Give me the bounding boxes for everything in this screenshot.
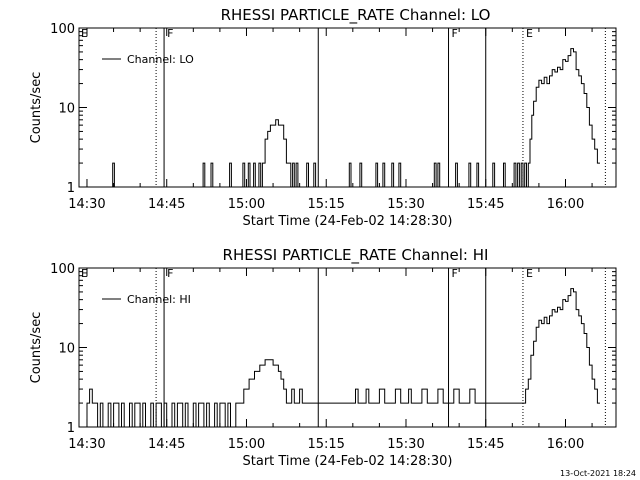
x-tick-label: 15:30	[387, 197, 424, 212]
y-axis-label: Counts/sec	[29, 312, 44, 384]
y-tick-label: 10	[58, 102, 75, 117]
event-marker-label: E	[526, 27, 533, 40]
legend-entry: Channel: LO	[127, 53, 194, 66]
chart-title: RHESSI PARTICLE_RATE Channel: HI	[223, 246, 489, 265]
x-axis-label: Start Time (24-Feb-02 14:28:30)	[243, 214, 453, 229]
x-tick-label: 15:15	[307, 437, 344, 452]
event-marker-label: F	[452, 27, 458, 40]
x-tick-label: 16:00	[547, 197, 584, 212]
event-marker-label: F	[452, 267, 458, 280]
y-tick-label: 1	[67, 181, 75, 196]
event-marker-label: E	[526, 267, 533, 280]
x-tick-label: 16:00	[547, 437, 584, 452]
series-line-1	[79, 288, 600, 428]
x-tick-label: 14:30	[68, 437, 105, 452]
chart-panel-1: RHESSI PARTICLE_RATE Channel: LO 1 10 100 14…	[29, 6, 617, 229]
x-tick-label: 14:30	[68, 197, 105, 212]
y-tick-label: 1	[67, 421, 75, 436]
y-tick-label: 100	[50, 262, 75, 277]
x-tick-label: 14:45	[148, 197, 185, 212]
y-tick-label: 100	[50, 22, 75, 37]
x-tick-label: 15:00	[228, 197, 265, 212]
legend-entry: Channel: HI	[127, 293, 191, 306]
x-tick-label: 15:15	[307, 197, 344, 212]
event-marker-label: E	[81, 27, 88, 40]
y-axis-label: Counts/sec	[29, 72, 44, 144]
x-tick-label: 15:00	[228, 437, 265, 452]
x-tick-label: 15:30	[387, 437, 424, 452]
plot-frame	[78, 27, 617, 188]
event-marker-label: E	[81, 267, 88, 280]
event-marker-label: F	[167, 27, 173, 40]
creation-timestamp: 13-Oct-2021 18:24	[560, 469, 636, 478]
y-tick-label: 10	[58, 342, 75, 357]
x-tick-label: 15:45	[467, 437, 504, 452]
chart-panel-2: RHESSI PARTICLE_RATE Channel: HI 1 10 100 14…	[29, 246, 617, 469]
series-line-1	[79, 48, 600, 188]
x-tick-label: 15:45	[467, 197, 504, 212]
x-tick-label: 14:45	[148, 437, 185, 452]
chart-title: RHESSI PARTICLE_RATE Channel: LO	[221, 6, 491, 25]
x-axis-label: Start Time (24-Feb-02 14:28:30)	[243, 454, 453, 469]
event-marker-label: F	[167, 267, 173, 280]
